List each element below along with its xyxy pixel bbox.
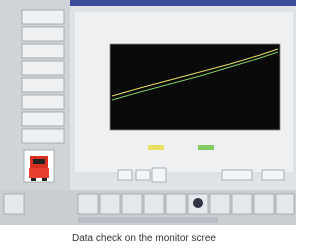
toolbar-button[interactable]	[254, 194, 274, 214]
toolbar-button[interactable]	[4, 194, 24, 214]
page: Data check on the monitor scree	[0, 0, 296, 251]
side-button[interactable]	[22, 61, 64, 75]
legend-swatch	[148, 145, 164, 150]
control-button[interactable]	[118, 170, 132, 180]
control-button[interactable]	[262, 170, 284, 180]
monitor-screen	[0, 0, 296, 225]
legend-swatch	[198, 145, 214, 150]
side-button[interactable]	[22, 27, 64, 41]
toolbar-button[interactable]	[276, 194, 294, 214]
side-button[interactable]	[22, 112, 64, 126]
control-button[interactable]	[152, 168, 166, 182]
side-button[interactable]	[22, 129, 64, 143]
toolbar-icon	[193, 198, 203, 208]
control-button[interactable]	[136, 170, 150, 180]
side-button[interactable]	[22, 95, 64, 109]
robot-icon	[24, 150, 54, 182]
side-button[interactable]	[22, 10, 64, 24]
control-button[interactable]	[222, 170, 252, 180]
toolbar-button[interactable]	[100, 194, 120, 214]
toolbar-button[interactable]	[144, 194, 164, 214]
toolbar-button[interactable]	[232, 194, 252, 214]
caption: Data check on the monitor scree	[72, 233, 216, 244]
toolbar-button[interactable]	[122, 194, 142, 214]
toolbar-button[interactable]	[210, 194, 230, 214]
title-bar	[70, 0, 296, 6]
side-button[interactable]	[22, 44, 64, 58]
toolbar-button[interactable]	[78, 194, 98, 214]
status-bar	[78, 217, 218, 223]
toolbar-button[interactable]	[166, 194, 186, 214]
side-button[interactable]	[22, 78, 64, 92]
